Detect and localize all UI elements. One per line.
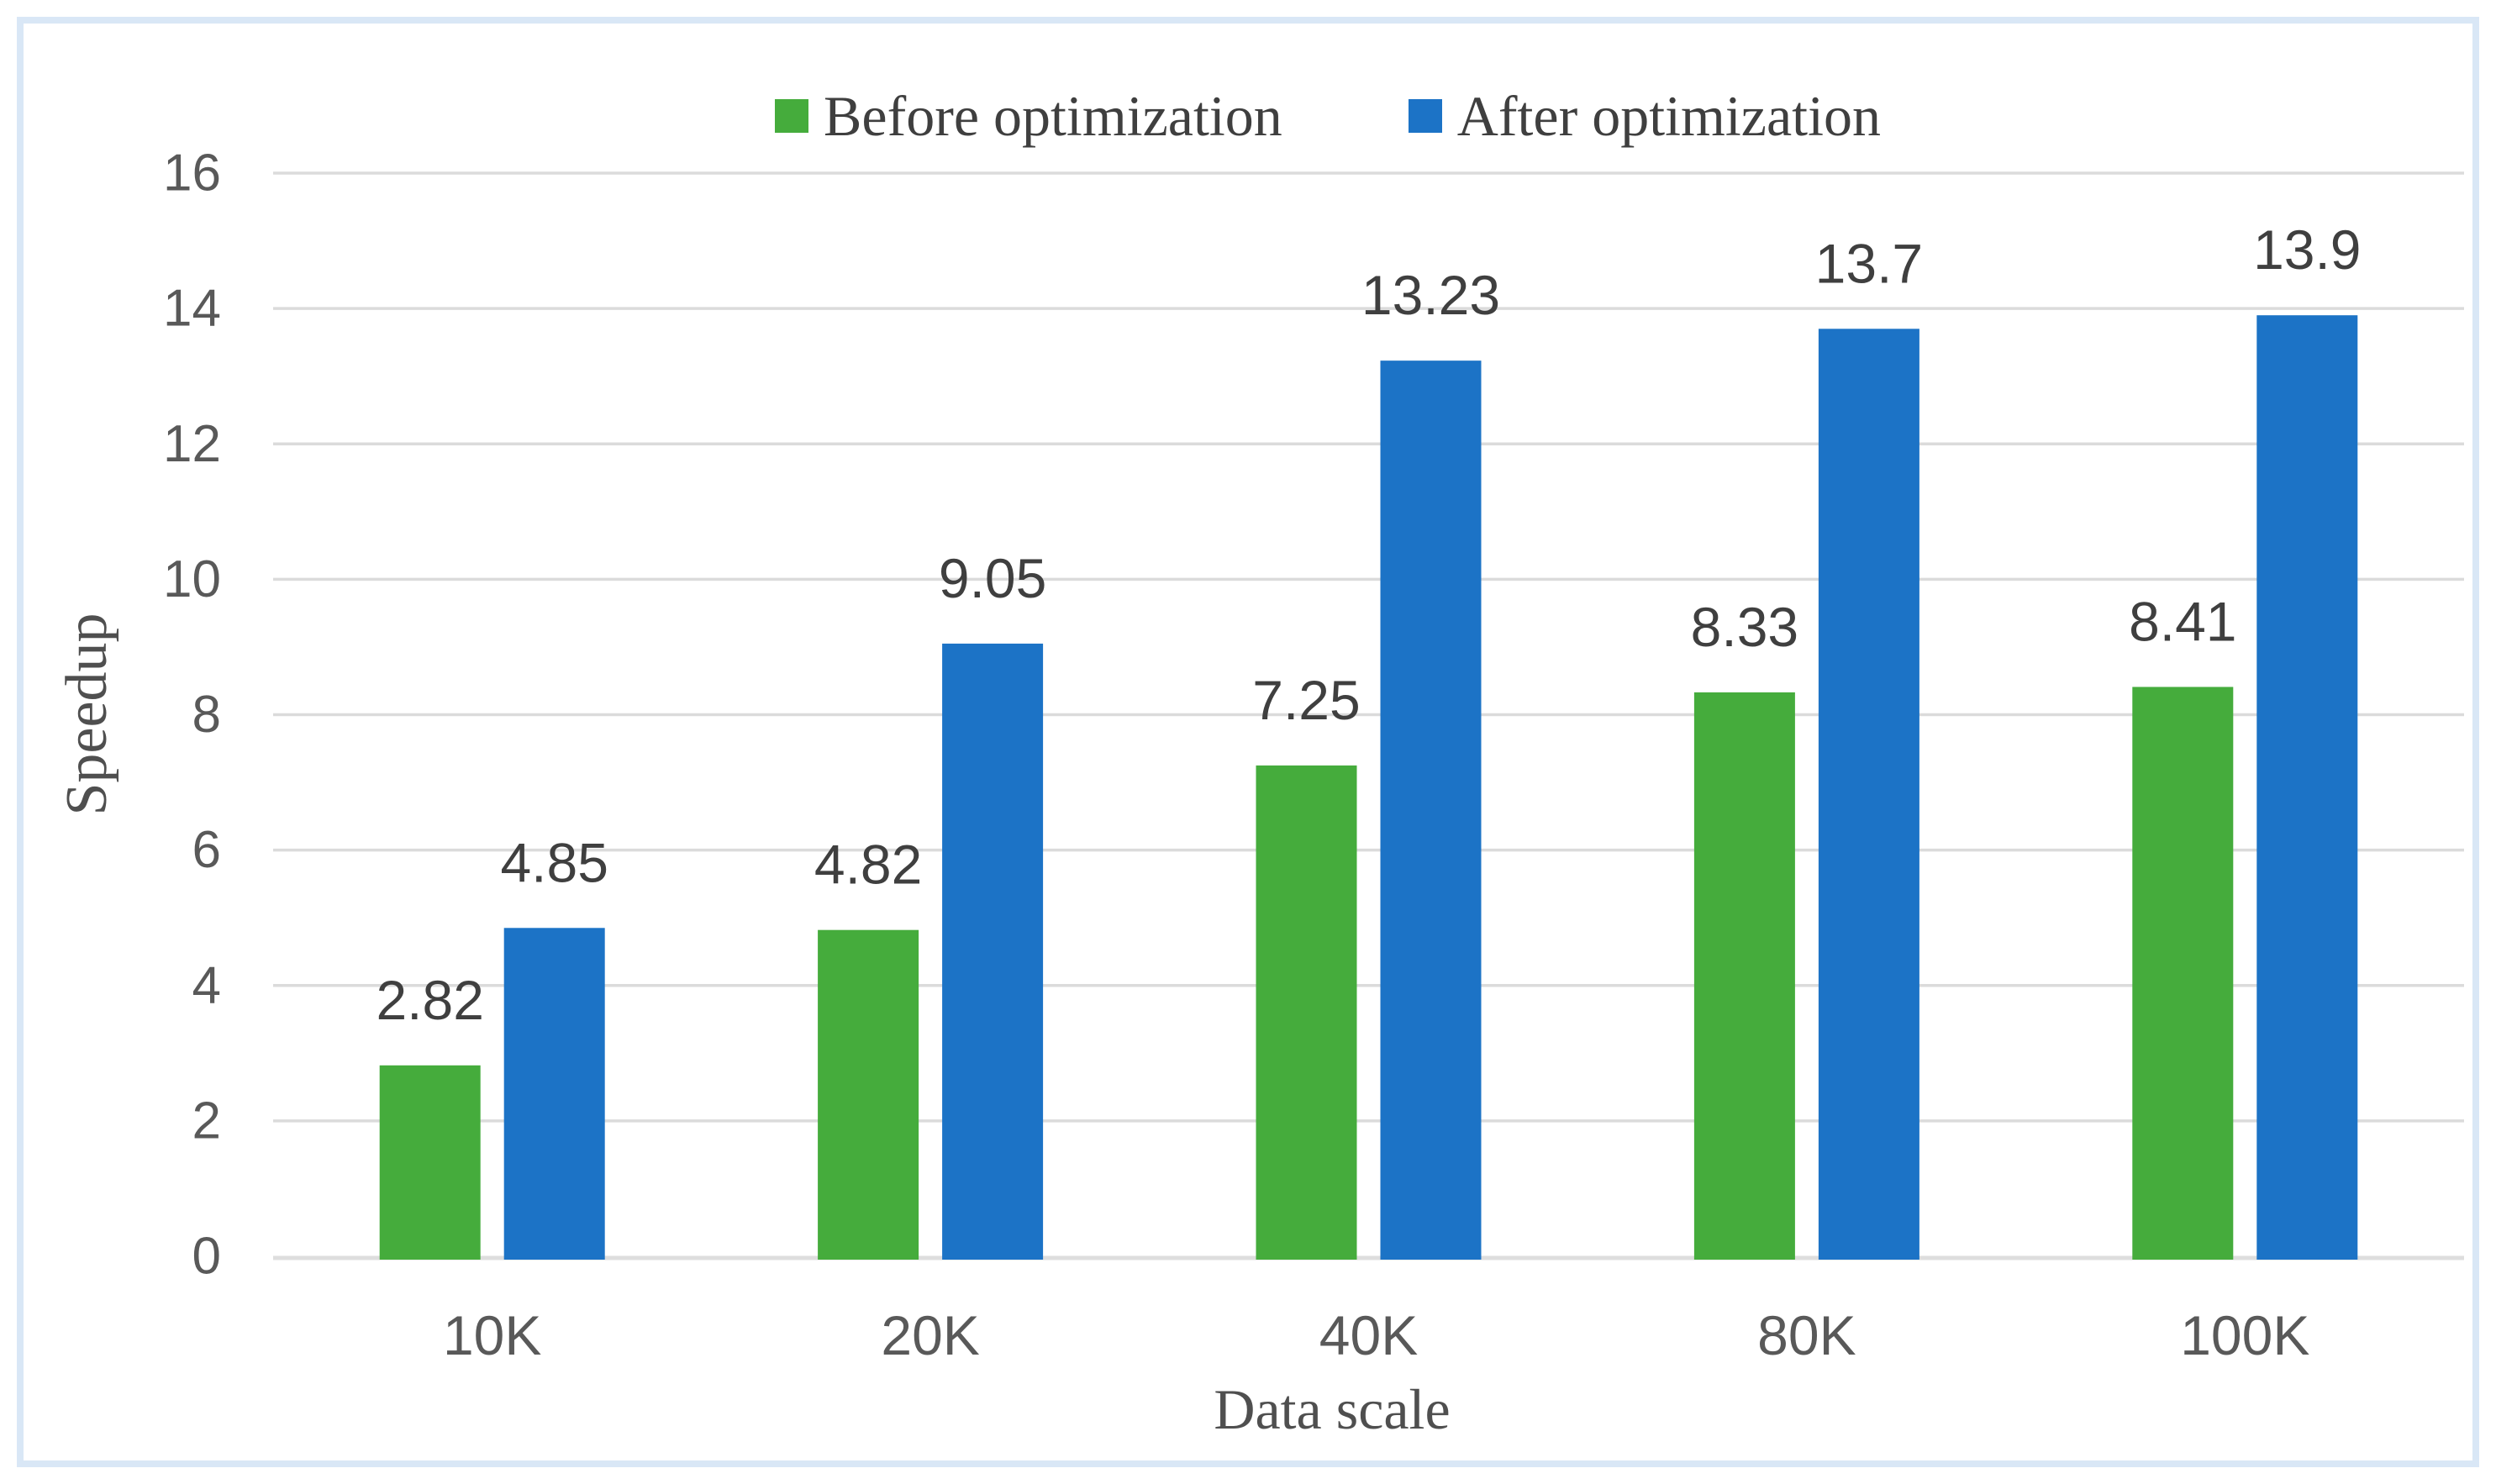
x-axis-title: Data scale — [1214, 1377, 1451, 1441]
x-tick-80K: 80K — [1757, 1304, 1856, 1366]
bar-after-80K — [1818, 329, 1919, 1260]
bar-after-100K — [2256, 315, 2358, 1260]
y-tick-10: 10 — [163, 550, 221, 608]
data-label-before-40K: 7.25 — [1252, 669, 1360, 731]
bar-after-40K — [1380, 360, 1482, 1260]
x-tick-20K: 20K — [881, 1304, 979, 1366]
data-label-before-80K: 8.33 — [1691, 596, 1798, 658]
y-tick-0: 0 — [192, 1228, 221, 1286]
x-tick-10K: 10K — [443, 1304, 541, 1366]
y-tick-6: 6 — [192, 821, 221, 879]
bar-after-20K — [942, 643, 1044, 1260]
x-tick-100K: 100K — [2180, 1304, 2309, 1366]
y-axis-title: Speedup — [55, 613, 119, 816]
legend-label-after: After optimization — [1456, 83, 1881, 148]
legend-swatch-after-icon — [1408, 98, 1442, 133]
data-label-after-20K: 9.05 — [939, 547, 1046, 609]
data-label-before-10K: 2.82 — [376, 969, 483, 1031]
legend-swatch-before-icon — [775, 98, 809, 133]
data-label-before-100K: 8.41 — [2129, 590, 2236, 652]
bar-before-100K — [2132, 687, 2234, 1260]
bar-before-80K — [1693, 692, 1795, 1260]
bar-before-40K — [1256, 765, 1357, 1260]
legend-item-before: Before optimization — [775, 83, 1282, 148]
bar-before-20K — [818, 929, 919, 1260]
y-tick-8: 8 — [192, 686, 221, 744]
y-tick-14: 14 — [163, 280, 221, 338]
bar-after-10K — [503, 928, 605, 1260]
y-tick-16: 16 — [163, 145, 221, 203]
x-tick-40K: 40K — [1319, 1304, 1418, 1366]
bar-before-10K — [379, 1065, 481, 1260]
data-label-after-100K: 13.9 — [2253, 218, 2361, 281]
legend-item-after: After optimization — [1408, 83, 1881, 148]
y-tick-12: 12 — [163, 415, 221, 473]
y-tick-2: 2 — [192, 1092, 221, 1150]
data-label-after-80K: 13.7 — [1815, 232, 1923, 294]
y-tick-4: 4 — [192, 956, 221, 1014]
data-label-before-20K: 4.82 — [814, 834, 922, 896]
data-label-after-10K: 4.85 — [500, 831, 608, 893]
legend-label-before: Before optimization — [824, 83, 1282, 148]
data-label-after-40K: 13.23 — [1361, 264, 1500, 326]
chart-legend: Before optimization After optimization — [0, 81, 2496, 151]
